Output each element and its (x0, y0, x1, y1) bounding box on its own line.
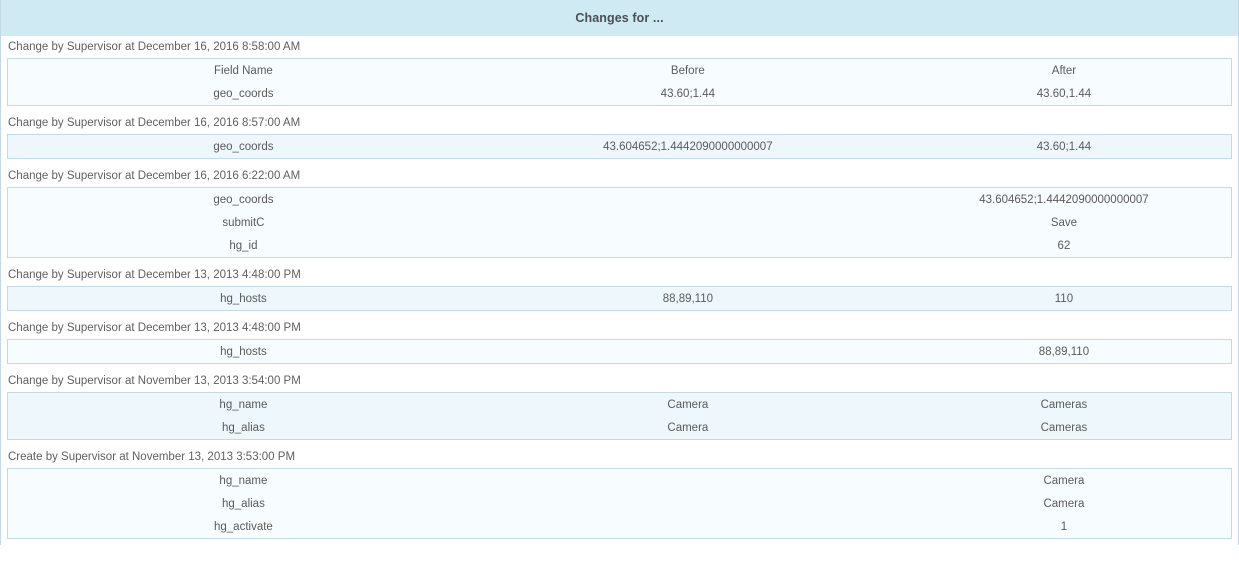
cell-after-value: 88,89,110 (1038, 345, 1090, 358)
table-row: hg_name Camera Cameras (8, 393, 1232, 417)
change-group-label: Create by Supervisor at November 13, 201… (1, 446, 1238, 468)
column-header-after: After (1051, 64, 1077, 77)
cell-before-value: 43.60;1.44 (660, 87, 716, 100)
cell-field-name: hg_hosts (220, 292, 267, 305)
cell-field-name: geo_coords (213, 193, 274, 206)
change-group: Change by Supervisor at December 16, 201… (1, 165, 1238, 264)
change-group-label: Change by Supervisor at December 16, 201… (1, 165, 1238, 187)
change-groups-container: Change by Supervisor at December 16, 201… (1, 36, 1238, 545)
table-row: geo_coords 43.604652;1.4442090000000007 43… (8, 135, 1232, 159)
cell-before-value (479, 492, 897, 515)
table-row: geo_coords 43.60;1.44 43.60,1.44 (8, 82, 1232, 106)
cell-after-value: 110 (1054, 292, 1074, 305)
cell-before-value (479, 188, 897, 212)
cell-before-value: Camera (667, 421, 709, 434)
cell-before-value (479, 469, 897, 493)
cell-before-value (479, 234, 897, 258)
change-table-wrapper: Field Name Before After geo_coords 43.60;1.4… (1, 58, 1238, 112)
cell-before-value: 88,89,110 (662, 292, 714, 305)
change-group-label: Change by Supervisor at December 16, 201… (1, 112, 1238, 134)
cell-after-value: Camera (1043, 474, 1085, 487)
change-table: hg_hosts 88,89,110 110 (7, 286, 1232, 311)
cell-after-value: Camera (1043, 497, 1085, 510)
change-group-label: Change by Supervisor at December 16, 201… (1, 36, 1238, 58)
cell-after-value: 1 (1060, 520, 1068, 533)
table-row: geo_coords 43.604652;1.4442090000000007 (8, 188, 1232, 212)
table-row: hg_hosts 88,89,110 110 (8, 287, 1232, 311)
table-header-row: Field Name Before After (8, 59, 1232, 83)
change-table: hg_name Camera hg_alias Camera hg_activate 1 (7, 468, 1232, 539)
cell-field-name: hg_activate (214, 520, 273, 533)
change-table: hg_name Camera Cameras hg_alias Camera Camera… (7, 392, 1232, 440)
cell-field-name: geo_coords (213, 140, 274, 153)
change-table-wrapper: geo_coords 43.604652;1.4442090000000007 43… (1, 134, 1238, 165)
cell-after-value: 62 (1057, 239, 1071, 252)
cell-before-value: Camera (667, 398, 709, 411)
cell-field-name: hg_alias (221, 497, 265, 510)
cell-before-value (479, 340, 897, 364)
cell-field-name: hg_name (219, 474, 268, 487)
table-row: hg_alias Camera (8, 492, 1232, 515)
change-table: geo_coords 43.604652;1.4442090000000007 su… (7, 187, 1232, 258)
change-table-wrapper: geo_coords 43.604652;1.4442090000000007 su… (1, 187, 1238, 264)
table-row: hg_alias Camera Cameras (8, 416, 1232, 440)
change-group-label: Change by Supervisor at December 13, 201… (1, 317, 1238, 339)
change-table-wrapper: hg_name Camera Cameras hg_alias Camera Camera… (1, 392, 1238, 446)
cell-field-name: submitC (222, 216, 265, 229)
cell-after-value: Cameras (1040, 398, 1088, 411)
cell-after-value: Save (1050, 216, 1078, 229)
cell-before-value: 43.604652;1.4442090000000007 (603, 140, 773, 153)
change-group: Change by Supervisor at December 13, 201… (1, 317, 1238, 370)
change-table: geo_coords 43.604652;1.4442090000000007 43… (7, 134, 1232, 159)
change-table-wrapper: hg_name Camera hg_alias Camera hg_activate 1 (1, 468, 1238, 545)
change-group: Change by Supervisor at December 13, 201… (1, 264, 1238, 317)
cell-after-value: 43.60,1.44 (1036, 87, 1092, 100)
change-group: Change by Supervisor at December 16, 201… (1, 36, 1238, 112)
cell-before-value (479, 515, 897, 539)
change-table: hg_hosts 88,89,110 (7, 339, 1232, 364)
cell-field-name: geo_coords (213, 87, 274, 100)
page-title: Changes for ... (575, 11, 664, 25)
change-group-label: Change by Supervisor at December 13, 201… (1, 264, 1238, 286)
table-row: submitC Save (8, 211, 1232, 234)
change-group: Create by Supervisor at November 13, 201… (1, 446, 1238, 545)
cell-after-value: 43.60;1.44 (1036, 140, 1092, 153)
change-table-wrapper: hg_hosts 88,89,110 (1, 339, 1238, 370)
table-row: hg_activate 1 (8, 515, 1232, 539)
column-header-field-name: Field Name (214, 64, 273, 77)
change-group-label: Change by Supervisor at November 13, 201… (1, 370, 1238, 392)
table-row: hg_hosts 88,89,110 (8, 340, 1232, 364)
change-table-wrapper: hg_hosts 88,89,110 110 (1, 286, 1238, 317)
cell-before-value (479, 211, 897, 234)
cell-after-value: Cameras (1040, 421, 1088, 434)
changes-panel: Changes for ... Change by Supervisor at … (0, 0, 1239, 545)
cell-field-name: hg_hosts (220, 345, 267, 358)
cell-field-name: hg_alias (221, 421, 265, 434)
change-group: Change by Supervisor at December 16, 201… (1, 112, 1238, 165)
table-row: hg_id 62 (8, 234, 1232, 258)
cell-field-name: hg_id (229, 239, 258, 252)
table-row: hg_name Camera (8, 469, 1232, 493)
change-table: Field Name Before After geo_coords 43.60;1.4… (7, 58, 1232, 106)
cell-after-value: 43.604652;1.4442090000000007 (979, 193, 1149, 206)
change-group: Change by Supervisor at November 13, 201… (1, 370, 1238, 446)
cell-field-name: hg_name (219, 398, 268, 411)
panel-header: Changes for ... (1, 0, 1238, 36)
column-header-before: Before (670, 64, 705, 77)
